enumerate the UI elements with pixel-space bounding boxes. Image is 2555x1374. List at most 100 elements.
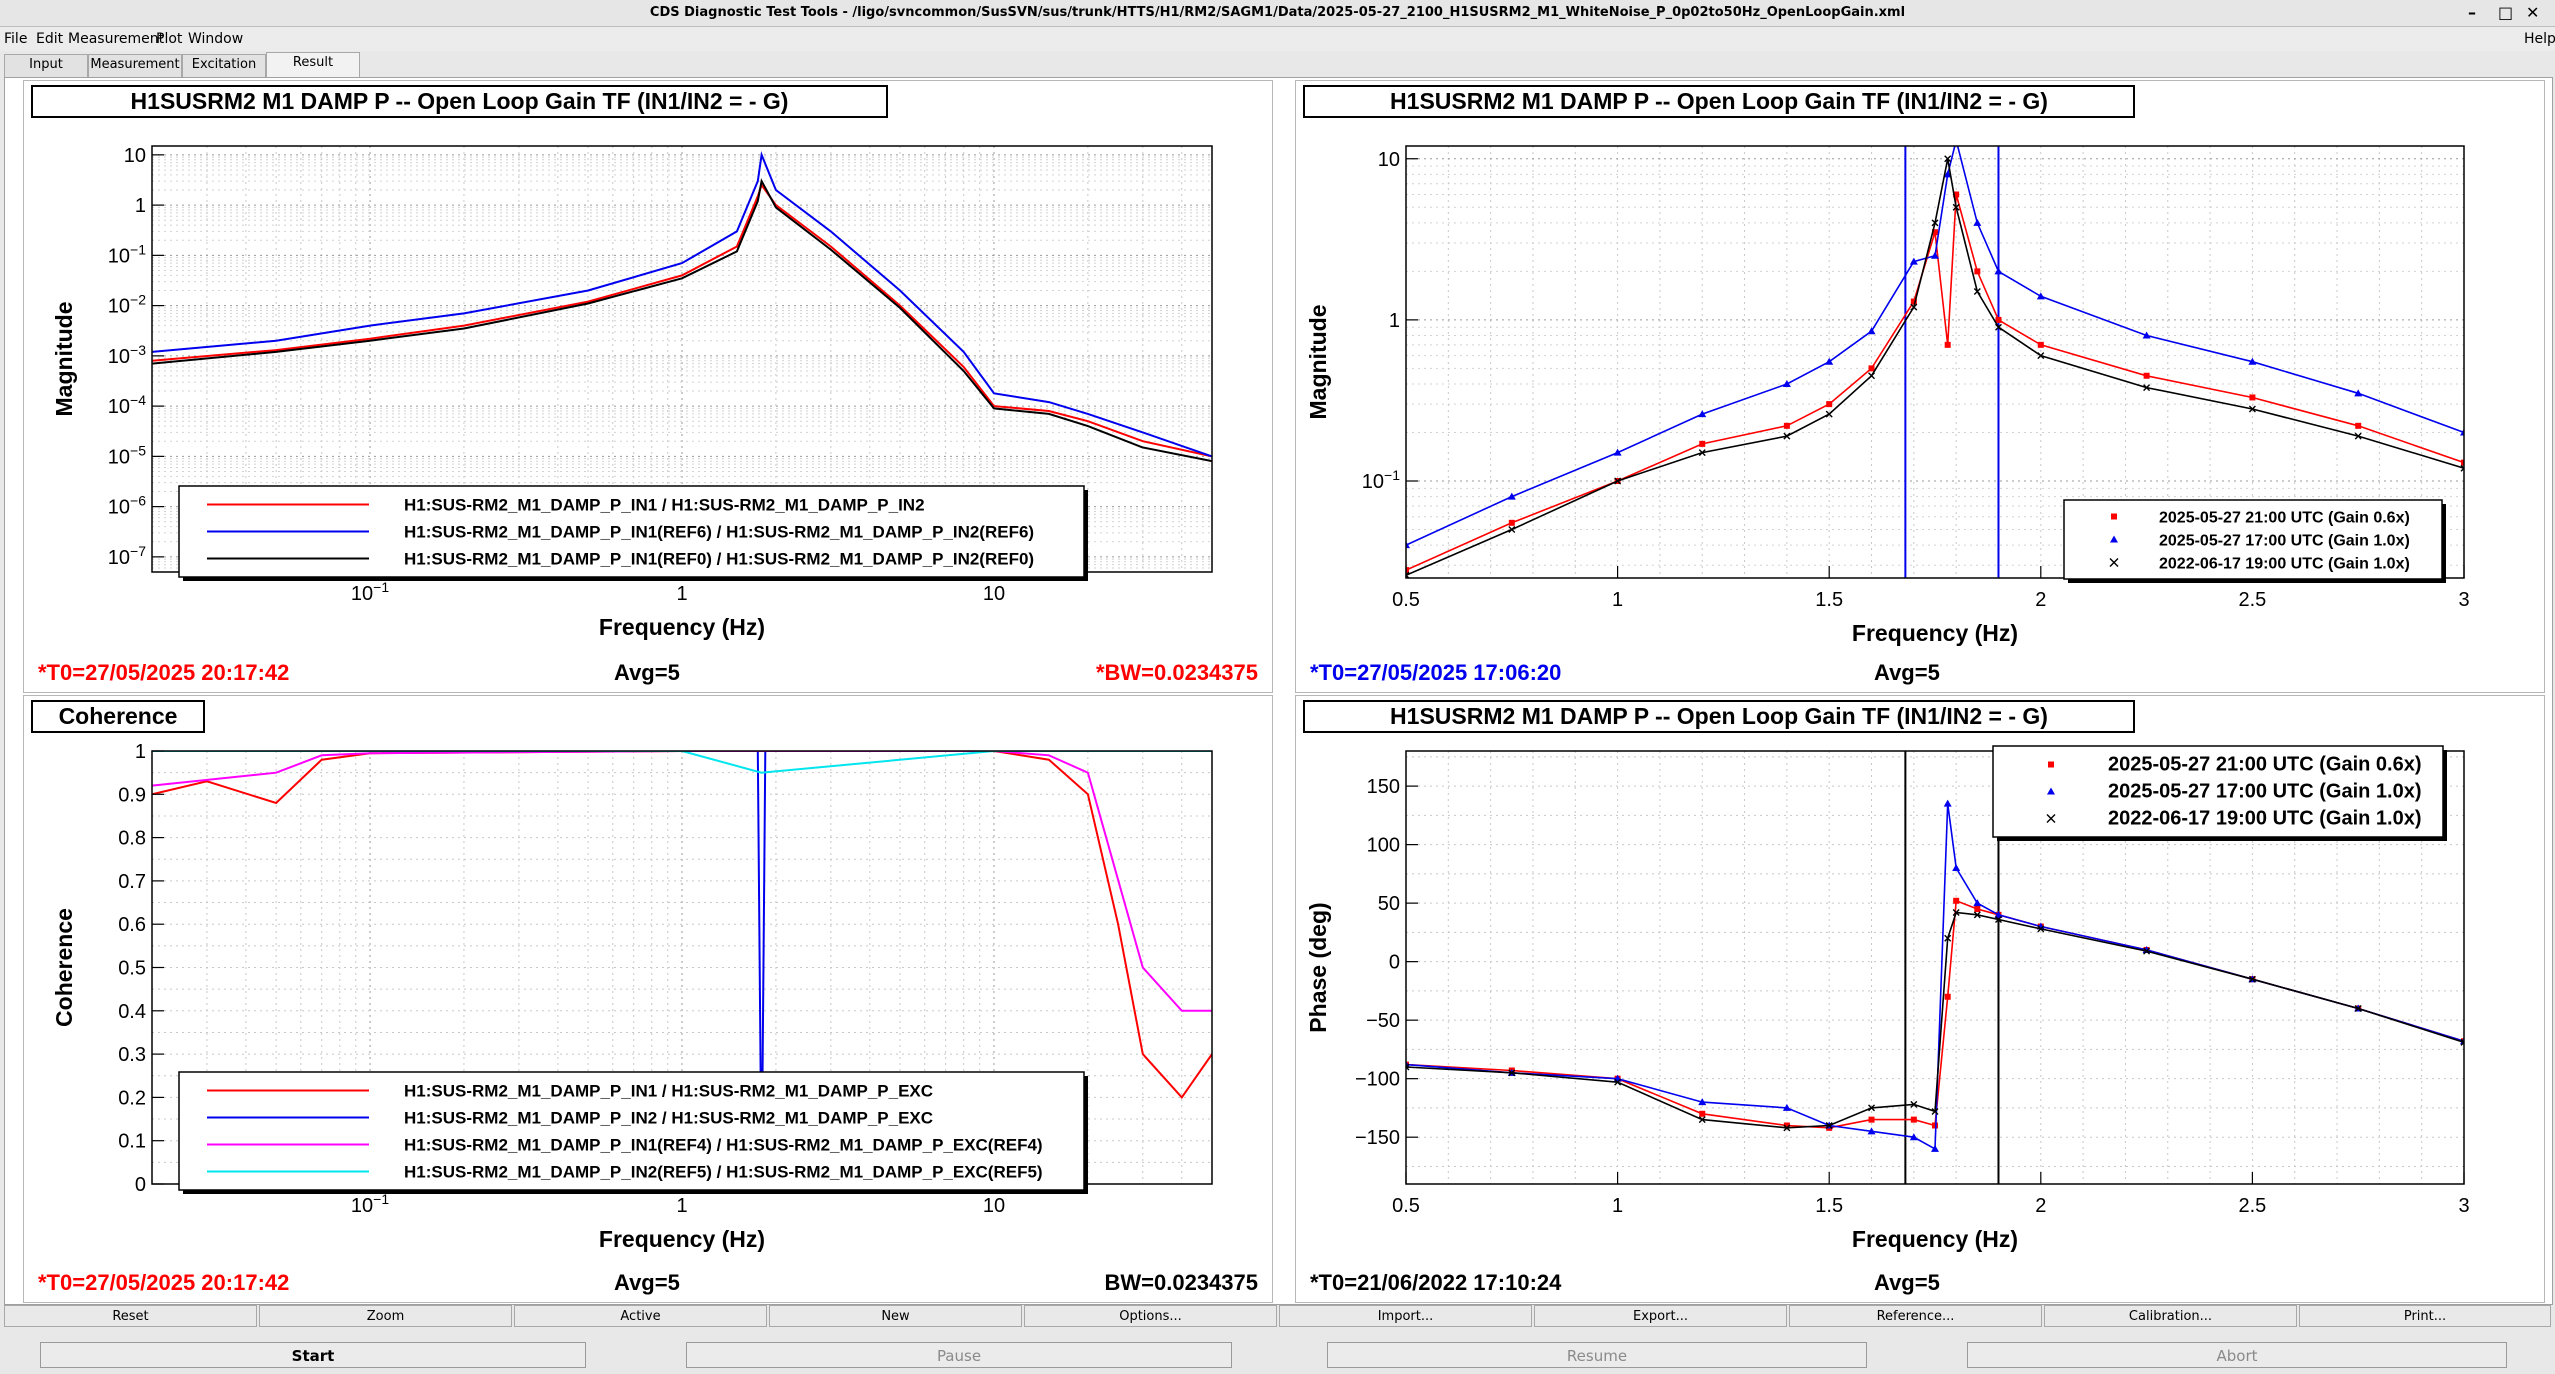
pad-magnitude-log[interactable]: H1SUSRM2 M1 DAMP P -- Open Loop Gain TF … <box>23 80 1273 693</box>
data-point <box>2036 292 2045 300</box>
menu-help[interactable]: Help <box>2524 31 2555 47</box>
chart-svg: Coherence 1 0.9 0.8 0.7 0.6 0.5 0.4 0.3 0.2 0.1 0 10… <box>31 700 1258 1295</box>
minimize-icon[interactable]: – <box>2468 3 2476 22</box>
legend-marker <box>2048 761 2054 768</box>
import-button[interactable]: Import... <box>1279 1305 1532 1327</box>
y-tick-label: 50 <box>1378 893 1400 915</box>
data-point <box>1406 1063 1410 1068</box>
data-point <box>1994 267 2003 275</box>
maximize-icon[interactable]: □ <box>2498 3 2514 22</box>
tab-bar: Input Measurement Excitation Result <box>0 52 2555 77</box>
legend-entry: H1:SUS-RM2_M1_DAMP_P_IN1(REF6) / H1:SUS-… <box>404 523 1034 542</box>
chart-title-box <box>1303 85 2135 118</box>
close-icon[interactable]: ✕ <box>2526 3 2540 22</box>
y-tick-label: 10−3 <box>108 342 146 368</box>
data-point <box>1698 1116 1706 1124</box>
data-point <box>1944 341 1951 348</box>
chart-title: Coherence <box>59 703 178 729</box>
menu-plot[interactable]: Plot <box>156 31 183 47</box>
x-tick-label: 3 <box>2458 1195 2469 1217</box>
data-point <box>1698 410 1707 418</box>
legend-entry: 2025-05-27 21:00 UTC (Gain 0.6x) <box>2108 754 2422 776</box>
data-point <box>2248 975 2256 983</box>
chart-title-box <box>31 85 888 118</box>
data-point <box>1973 911 1981 919</box>
y-tick-label: −150 <box>1355 1127 1400 1149</box>
print-button[interactable]: Print... <box>2299 1305 2551 1327</box>
data-point <box>1910 1100 1918 1108</box>
menu-file[interactable]: File <box>4 31 28 47</box>
data-point <box>1931 1144 1939 1152</box>
x-axis-label: Frequency (Hz) <box>599 1226 765 1252</box>
data-point <box>2355 422 2362 429</box>
reference-button[interactable]: Reference... <box>1789 1305 2042 1327</box>
data-point <box>2354 389 2363 397</box>
series-line-4 <box>152 751 1212 774</box>
data-point <box>1699 440 1706 447</box>
y-tick-label: 0.6 <box>118 914 146 936</box>
tab-measurement[interactable]: Measurement <box>88 54 182 77</box>
options-button[interactable]: Options... <box>1024 1305 1277 1327</box>
data-point <box>1867 327 1876 335</box>
legend-marker <box>2046 814 2056 823</box>
data-point <box>1910 303 1918 311</box>
start-button[interactable]: Start <box>40 1342 586 1368</box>
status-avg: Avg=5 <box>1874 1270 1940 1295</box>
new-button[interactable]: New <box>769 1305 1022 1327</box>
data-point <box>1952 136 1960 143</box>
data-point <box>1932 1122 1938 1129</box>
series-line-2 <box>1406 803 2464 1151</box>
data-point <box>1953 897 1960 904</box>
tab-result[interactable]: Result <box>266 52 360 77</box>
data-point <box>1825 357 1834 365</box>
data-point <box>1614 1078 1622 1086</box>
menu-edit[interactable]: Edit <box>36 31 64 47</box>
active-button[interactable]: Active <box>514 1305 767 1327</box>
data-point <box>1406 541 1410 549</box>
y-tick-label: 0 <box>1389 952 1400 974</box>
x-tick-label: 1 <box>676 1195 687 1217</box>
calibration-button[interactable]: Calibration... <box>2044 1305 2297 1327</box>
y-tick-label: 1 <box>1389 310 1400 332</box>
window-titlebar: CDS Diagnostic Test Tools - /ligo/svncom… <box>0 0 2555 27</box>
x-tick-label: 10−1 <box>351 579 389 605</box>
chart-title-box <box>31 700 205 733</box>
menu-window[interactable]: Window <box>188 31 244 47</box>
pad-coherence[interactable]: Coherence 1 0.9 0.8 0.7 0.6 0.5 0.4 0.3 0.2 0.1 0 10… <box>23 695 1273 1303</box>
data-point <box>1952 909 1960 916</box>
resume-button[interactable]: Resume <box>1327 1342 1867 1368</box>
legend: 2025-05-27 21:00 UTC (Gain 0.6x) 2025-05-… <box>2063 499 2446 583</box>
chart-svg: H1SUSRM2 M1 DAMP P -- Open Loop Gain TF … <box>1303 700 2470 1295</box>
legend-entry: 2025-05-27 17:00 UTC (Gain 1.0x) <box>2108 781 2422 803</box>
zoom-button[interactable]: Zoom <box>259 1305 512 1327</box>
data-point <box>1931 219 1939 227</box>
reset-button[interactable]: Reset <box>4 1305 257 1327</box>
menubar: File Edit Measurement Plot Window Help <box>0 27 2555 51</box>
menu-measurement[interactable]: Measurement <box>68 31 165 47</box>
data-point <box>2460 464 2464 470</box>
data-point <box>1909 257 1918 265</box>
pause-button[interactable]: Pause <box>686 1342 1232 1368</box>
data-point <box>1952 203 1960 211</box>
data-point <box>1508 1069 1516 1077</box>
data-point <box>1994 916 2002 924</box>
abort-button[interactable]: Abort <box>1967 1342 2507 1368</box>
y-tick-label: 10−2 <box>108 292 146 318</box>
tab-input[interactable]: Input <box>4 54 88 77</box>
pad-phase[interactable]: H1SUSRM2 M1 DAMP P -- Open Loop Gain TF … <box>1295 695 2545 1303</box>
tab-excitation[interactable]: Excitation <box>182 54 266 77</box>
pad-magnitude-zoom[interactable]: H1SUSRM2 M1 DAMP P -- Open Loop Gain TF … <box>1295 80 2545 693</box>
series-group <box>152 151 1212 463</box>
status-t0: *T0=27/05/2025 20:17:42 <box>38 660 289 685</box>
status-avg: Avg=5 <box>1874 660 1940 685</box>
x-tick-label: 1 <box>676 583 687 605</box>
data-point <box>1910 298 1917 305</box>
data-point <box>1994 323 2002 331</box>
export-button[interactable]: Export... <box>1534 1305 1787 1327</box>
x-tick-label: 0.5 <box>1392 1195 1420 1217</box>
data-point <box>2354 432 2362 440</box>
series-line-3 <box>1406 158 2464 577</box>
legend-box <box>2063 499 2443 580</box>
data-point <box>1507 492 1516 500</box>
y-tick-label: 1 <box>135 195 146 217</box>
